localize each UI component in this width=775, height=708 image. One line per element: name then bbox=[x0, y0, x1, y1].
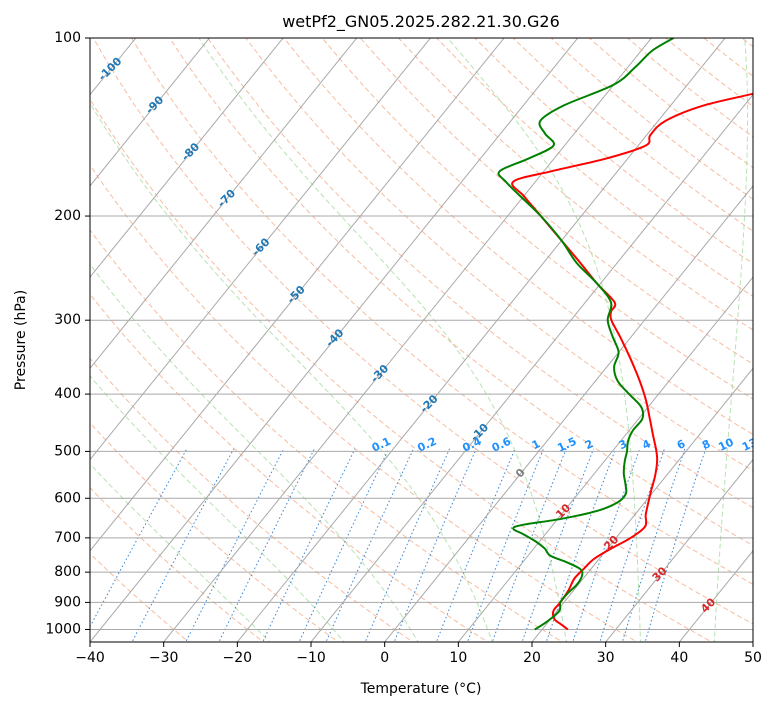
dry-adiabat-line bbox=[741, 38, 753, 48]
dry-adiabat-line bbox=[436, 38, 753, 298]
isotherm-line bbox=[90, 38, 579, 642]
isotherm-label: -70 bbox=[215, 187, 238, 210]
mixing-ratio-label: 6 bbox=[675, 437, 688, 452]
x-tick-label: −20 bbox=[223, 650, 253, 666]
x-tick-label: −10 bbox=[296, 650, 326, 666]
mixing-ratio-line bbox=[364, 448, 451, 642]
dry-adiabat-label: 10 bbox=[553, 501, 573, 521]
isotherm-line bbox=[384, 185, 753, 642]
isotherm-line bbox=[752, 641, 753, 642]
y-axis-label: Pressure (hPa) bbox=[13, 290, 29, 390]
mixing-ratio-label: 10 bbox=[716, 435, 736, 453]
y-tick-label: 300 bbox=[54, 312, 81, 328]
dry-adiabat-line bbox=[169, 38, 753, 547]
isotherm-line bbox=[90, 38, 505, 552]
x-tick-label: −30 bbox=[149, 650, 179, 666]
isotherm-label: -30 bbox=[368, 362, 391, 385]
isotherm-line bbox=[90, 38, 358, 370]
mixing-ratio-line bbox=[218, 448, 315, 642]
y-tick-label: 100 bbox=[54, 30, 81, 46]
moist-adiabat-line bbox=[90, 102, 493, 642]
isotherm-line bbox=[236, 38, 726, 642]
x-axis-label: Temperature (°C) bbox=[360, 681, 482, 697]
x-tick-label: −40 bbox=[75, 650, 105, 666]
isotherm-line bbox=[605, 458, 753, 642]
mixing-ratio-label: 4 bbox=[640, 437, 653, 452]
x-tick-label: 0 bbox=[380, 650, 389, 666]
isotherm-line bbox=[678, 549, 753, 642]
isotherm-line bbox=[90, 38, 432, 461]
mixing-ratio-line bbox=[185, 448, 285, 642]
mixing-ratio-line bbox=[621, 448, 686, 642]
dry-adiabat-label: 20 bbox=[601, 533, 621, 553]
moist-adiabat-line bbox=[90, 375, 345, 642]
isotherm-line bbox=[457, 276, 753, 642]
mixing-ratio-label: 13 bbox=[740, 436, 759, 454]
moist-adiabat-line bbox=[713, 38, 749, 642]
mixing-ratio-line bbox=[325, 448, 414, 642]
y-tick-label: 200 bbox=[54, 208, 81, 224]
temperature-profile-line bbox=[511, 92, 753, 631]
mixing-ratio-label: 2 bbox=[583, 437, 595, 452]
dry-adiabat-line bbox=[90, 422, 340, 642]
dewpoint-profile-line bbox=[497, 38, 675, 631]
isotherm-label: -20 bbox=[417, 392, 440, 415]
x-tick-label: 20 bbox=[523, 650, 541, 666]
y-tick-label: 400 bbox=[54, 386, 81, 402]
x-tick-label: 50 bbox=[744, 650, 762, 666]
dry-adiabat-line bbox=[90, 293, 489, 642]
mixing-ratio-line bbox=[644, 448, 707, 642]
dry-adiabat-line bbox=[92, 38, 753, 625]
mixing-ratio-label: 16 bbox=[761, 435, 775, 453]
plot-frame bbox=[89, 37, 754, 643]
y-tick-label: 600 bbox=[54, 490, 81, 506]
dry-adiabat-line bbox=[207, 38, 753, 509]
dry-adiabat-label: 40 bbox=[698, 595, 718, 615]
y-tick-label: 900 bbox=[54, 594, 81, 610]
x-tick-label: 40 bbox=[670, 650, 688, 666]
mixing-ratio-line bbox=[521, 448, 594, 642]
moist-adiabat-line bbox=[198, 38, 568, 642]
isotherm-label: -50 bbox=[285, 283, 308, 306]
mixing-ratio-line bbox=[262, 448, 356, 642]
dry-adiabat-line bbox=[90, 357, 414, 642]
dry-adiabat-label: 30 bbox=[650, 564, 670, 584]
y-tick-label: 1000 bbox=[45, 621, 81, 637]
mixing-ratio-line bbox=[131, 448, 235, 642]
isotherm-line bbox=[90, 38, 211, 187]
mixing-ratio-line bbox=[572, 448, 641, 642]
isotherm-label: -80 bbox=[179, 140, 202, 163]
y-tick-label: 700 bbox=[54, 530, 81, 546]
dry-adiabat-line bbox=[665, 38, 753, 107]
isotherm-line bbox=[163, 38, 653, 642]
isotherm-line bbox=[310, 93, 753, 642]
dry-adiabat-line bbox=[90, 98, 713, 642]
isotherm-label: -40 bbox=[323, 326, 346, 349]
isotherm-line bbox=[531, 367, 753, 642]
mixing-ratio-line bbox=[466, 448, 544, 642]
mixing-ratio-line bbox=[599, 448, 665, 642]
dry-adiabat-line bbox=[90, 487, 265, 642]
moist-adiabat-line bbox=[90, 263, 419, 642]
dry-adiabat-line bbox=[283, 38, 753, 436]
chart-title: wetPf2_GN05.2025.282.21.30.G26 bbox=[282, 12, 560, 32]
y-tick-label: 800 bbox=[54, 564, 81, 580]
y-tick-label: 500 bbox=[54, 443, 81, 459]
isotherm-label: -60 bbox=[249, 235, 272, 258]
isotherm-label: -100 bbox=[96, 54, 125, 83]
dry-adiabat-line bbox=[398, 38, 753, 331]
x-tick-label: 10 bbox=[449, 650, 467, 666]
isotherm-line bbox=[90, 38, 284, 278]
isotherm-line bbox=[0, 25, 73, 645]
dry-adiabat-line bbox=[360, 38, 753, 365]
dry-adiabat-line bbox=[703, 38, 753, 77]
dry-adiabat-line bbox=[474, 38, 753, 265]
mixing-ratio-line bbox=[393, 448, 477, 642]
x-tick-label: 30 bbox=[597, 650, 615, 666]
isotherm-label: -90 bbox=[143, 93, 166, 116]
mixing-ratio-label: 8 bbox=[700, 437, 712, 452]
